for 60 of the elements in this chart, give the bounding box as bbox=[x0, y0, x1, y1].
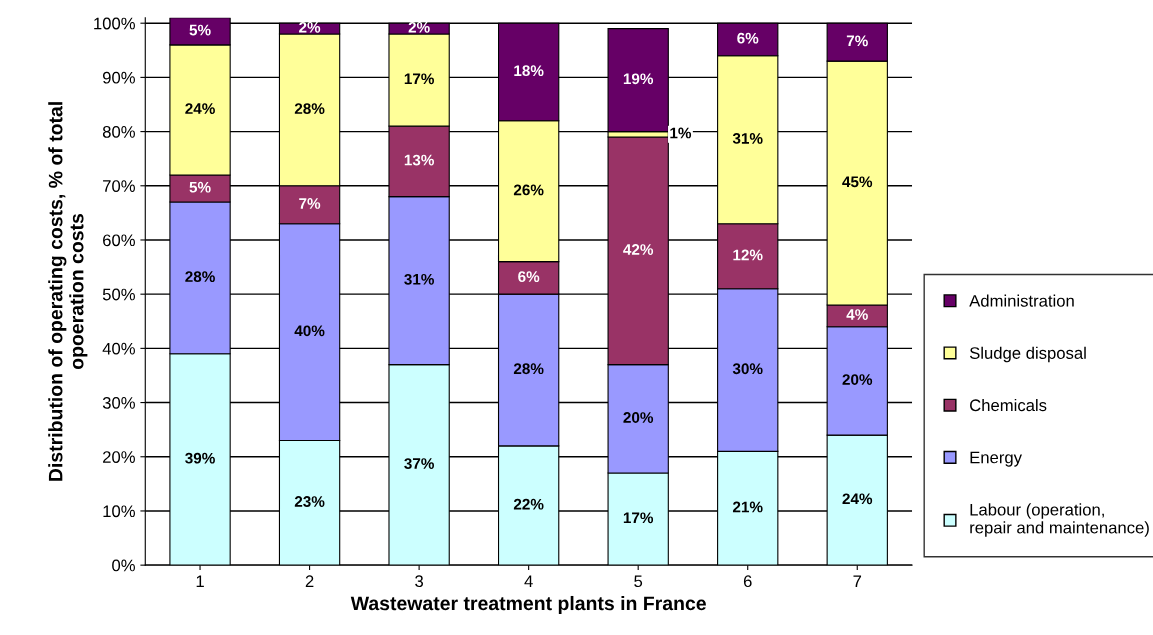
data-label: 7% bbox=[299, 198, 321, 209]
x-tick-label: 7 bbox=[853, 575, 862, 587]
y-tick-label: 60% bbox=[103, 234, 135, 247]
y-tick-label: 20% bbox=[103, 451, 135, 463]
data-label: 24% bbox=[842, 493, 873, 505]
data-label: 23% bbox=[294, 496, 325, 507]
data-label: 17% bbox=[623, 512, 654, 524]
data-label: 5% bbox=[189, 24, 211, 36]
y-axis-title: Distribution of operating costs, % of total opoeration costs bbox=[48, 102, 88, 481]
x-tick-label: 2 bbox=[305, 575, 314, 587]
data-label: 18% bbox=[514, 65, 544, 77]
x-tick-label: 4 bbox=[524, 575, 533, 587]
y-tick-label: 40% bbox=[102, 342, 135, 355]
data-label: 24% bbox=[185, 103, 215, 114]
data-label: 31% bbox=[732, 133, 763, 144]
y-tick-label: 50% bbox=[102, 288, 135, 301]
data-label: 42% bbox=[623, 244, 654, 255]
y-tick-label: 70% bbox=[103, 180, 135, 192]
data-label: 26% bbox=[513, 184, 544, 196]
legend-label: Labour (operation, repair and maintenance) bbox=[970, 503, 1149, 537]
x-axis-title: Wastewater treatment plants in France bbox=[350, 595, 706, 615]
data-label: 12% bbox=[733, 249, 763, 261]
data-label: 28% bbox=[513, 363, 544, 375]
y-tick-label: 30% bbox=[102, 396, 135, 409]
data-label: 6% bbox=[737, 32, 759, 44]
data-label: 28% bbox=[294, 103, 325, 115]
data-label: 20% bbox=[623, 412, 654, 423]
data-label: 1% bbox=[670, 127, 692, 139]
data-label: 13% bbox=[404, 154, 434, 166]
y-tick-label: 90% bbox=[102, 71, 135, 84]
y-tick-label: 10% bbox=[103, 505, 135, 518]
x-tick-label: 3 bbox=[415, 575, 424, 588]
data-label: 28% bbox=[185, 271, 215, 283]
y-tick-label: 80% bbox=[102, 125, 135, 138]
data-label: 4% bbox=[846, 309, 868, 320]
legend-label: Sludge disposal bbox=[969, 346, 1086, 363]
data-label: 37% bbox=[404, 458, 434, 470]
legend-label: Chemicals bbox=[970, 398, 1047, 412]
data-label: 40% bbox=[294, 325, 325, 337]
data-label: 20% bbox=[842, 374, 873, 385]
data-label: 22% bbox=[513, 498, 544, 510]
x-tick-label: 6 bbox=[743, 575, 752, 588]
data-label: 19% bbox=[623, 73, 654, 85]
x-tick-label: 1 bbox=[196, 575, 204, 587]
data-label: 2% bbox=[408, 21, 430, 33]
legend-label: Energy bbox=[970, 451, 1022, 467]
data-label: 7% bbox=[846, 35, 868, 47]
data-label: 21% bbox=[732, 501, 763, 513]
data-label: 39% bbox=[185, 452, 215, 464]
data-label: 5% bbox=[189, 181, 211, 193]
x-tick-label: 5 bbox=[634, 575, 643, 588]
data-label: 2% bbox=[299, 21, 321, 33]
data-label: 45% bbox=[842, 176, 873, 188]
legend-label: Administration bbox=[969, 294, 1074, 307]
data-label: 31% bbox=[404, 273, 434, 285]
data-label: 17% bbox=[404, 73, 434, 85]
y-tick-label: 0% bbox=[112, 559, 135, 572]
y-tick-label: 100% bbox=[94, 17, 135, 30]
data-label: 30% bbox=[732, 363, 763, 375]
data-label: 6% bbox=[518, 271, 540, 283]
